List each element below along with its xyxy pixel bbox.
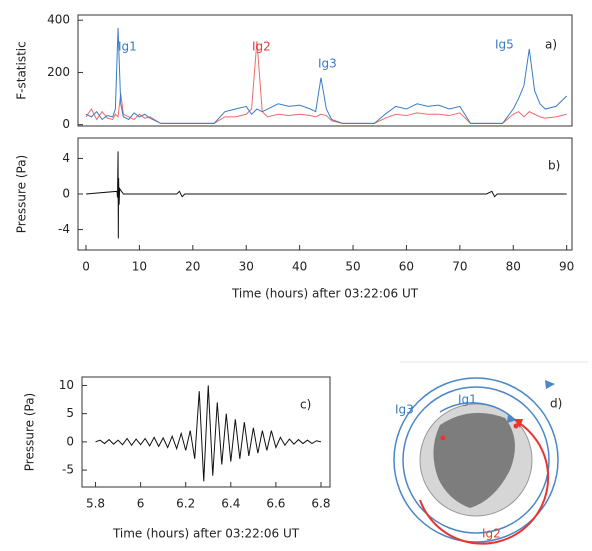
annotation: Ig5	[495, 38, 514, 52]
data-line	[95, 385, 322, 482]
y-tick-label: 0	[66, 434, 74, 448]
wave-label: Ig3	[395, 403, 414, 417]
data-line	[85, 151, 567, 239]
y-axis-label: Pressure (Pa)	[15, 155, 29, 233]
panel-label: c)	[300, 398, 311, 412]
x-tick-label: 6	[137, 497, 145, 511]
y-tick-label: 5	[66, 406, 74, 420]
x-tick-label: 5.8	[86, 497, 105, 511]
panel-label: d)	[550, 397, 562, 411]
y-tick-label: 10	[59, 378, 74, 392]
x-axis-label: Time (hours) after 03:22:06 UT	[112, 527, 300, 541]
y-tick-label: 200	[47, 65, 70, 79]
x-tick-label: 6.4	[221, 497, 240, 511]
x-tick-label: 90	[559, 260, 574, 274]
ig1-arrow	[507, 414, 517, 423]
ig3-path	[402, 386, 550, 534]
y-axis-label: Pressure (Pa)	[23, 393, 37, 471]
y-tick-label: 400	[47, 13, 70, 27]
source	[513, 423, 519, 429]
ig3-arrow	[545, 380, 555, 389]
x-axis-label: Time (hours) after 03:22:06 UT	[231, 287, 419, 301]
data-line	[85, 28, 568, 124]
x-tick-label: 60	[399, 260, 414, 274]
x-tick-label: 10	[132, 260, 147, 274]
y-axis-label: F-statistic	[15, 41, 29, 99]
plot-frame	[81, 376, 331, 488]
x-tick-label: 6.2	[176, 497, 195, 511]
x-tick-label: 6.8	[311, 497, 330, 511]
ig2-arrow	[514, 419, 523, 428]
x-tick-label: 50	[345, 260, 360, 274]
annotation: Ig1	[118, 40, 137, 54]
x-tick-label: 30	[239, 260, 254, 274]
y-tick-label: 0	[62, 187, 70, 201]
annotation: Ig2	[252, 40, 271, 54]
ig3-outer-path	[393, 377, 559, 543]
x-tick-label: 70	[452, 260, 467, 274]
wave-label: Ig2	[482, 527, 501, 541]
x-tick-label: 6.6	[266, 497, 285, 511]
x-tick-label: 80	[506, 260, 521, 274]
y-tick-label: 0	[62, 117, 70, 131]
x-tick-label: 0	[82, 260, 90, 274]
x-tick-label: 20	[185, 260, 200, 274]
plot-frame	[77, 14, 573, 127]
y-tick-label: -4	[58, 222, 70, 236]
landmass	[433, 412, 515, 508]
x-tick-label: 40	[292, 260, 307, 274]
data-line	[85, 41, 567, 124]
panel-label: b)	[548, 159, 560, 173]
panel-label: a)	[545, 38, 557, 52]
y-tick-label: 4	[62, 151, 70, 165]
wave-label: Ig1	[458, 393, 477, 407]
annotation: Ig3	[318, 57, 337, 71]
globe-diagram: d) Ig3 Ig1 Ig2	[393, 361, 588, 545]
y-tick-label: -5	[62, 463, 74, 477]
station	[440, 435, 446, 441]
ig2-path	[419, 420, 550, 545]
ig1-path	[439, 402, 516, 421]
